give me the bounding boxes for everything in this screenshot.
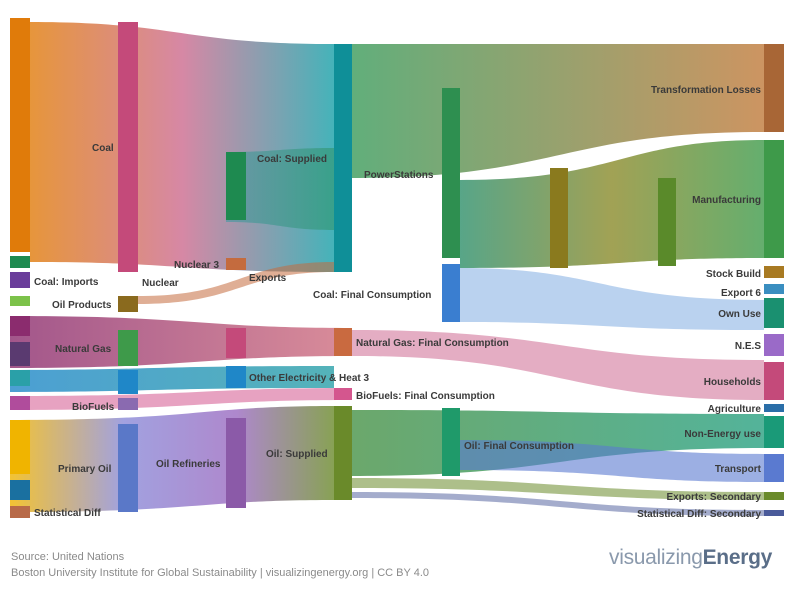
node-bar-exports-secondary [764,492,784,500]
label-statistical-diff-secondary: Statistical Diff: Secondary [637,509,761,520]
link-oil-to-exports-secondary [352,478,764,500]
node-bar-power-stations [442,88,460,258]
sankey-chart: Coal Coal: Imports Oil Products Natural … [10,18,784,520]
node-bar-oil-supplied [226,418,246,508]
label-households: Households [704,377,762,388]
link-supplied-to-powerstations [226,148,334,230]
node-bar-own-use [764,298,784,328]
link-powerstations-to-manufacturing [460,140,764,268]
label-exports: Exports [249,273,287,284]
label-transport: Transport [715,464,762,475]
node-bar-coal-final [442,264,460,322]
label-agriculture: Agriculture [708,404,762,415]
node-bar-coal-supplied-main [334,44,352,272]
node-bar-manufacturing [764,140,784,258]
label-coal-supplied: Coal: Supplied [257,154,327,165]
label-primary-oil: Primary Oil [58,464,112,475]
label-statistical-diff: Statistical Diff [34,508,101,519]
node-bar-col3-gas [226,328,246,358]
link-oil-chain [10,406,334,512]
node-bar-transport [764,454,784,482]
link-nuclear [138,262,334,304]
node-bar-coal-imports [10,256,30,268]
node-bar-coal-supplied [226,152,246,220]
node-bar-transform-a [550,168,568,268]
label-non-energy-use: Non-Energy use [684,429,761,440]
node-bar-nuclear [118,296,138,312]
node-bar-col2-gas [118,330,138,366]
node-bar-oil-refineries [118,424,138,512]
node-bar-natural-gas [10,316,30,336]
nodes-layer [10,18,784,518]
node-bar-agriculture [764,404,784,412]
link-statistical-diff-secondary [352,492,764,516]
node-bar-transform-b [658,178,676,266]
label-oil-products: Oil Products [52,300,112,311]
credit-note: Boston University Institute for Global S… [11,567,430,579]
node-bar-biofuels [10,396,30,410]
label-oil-supplied: Oil: Supplied [266,449,328,460]
label-nuclear: Nuclear [142,278,179,289]
label-oil-final: Oil: Final Consumption [464,441,574,452]
node-bar-statistical-diff-secondary [764,510,784,516]
link-coal-final-spread [460,268,764,330]
node-bar-biofuels-final [334,388,352,400]
label-coal-imports: Coal: Imports [34,277,99,288]
node-bar-primary-oil [10,420,30,474]
brand-prefix: visualizing [609,546,703,569]
node-bar-nes [764,334,784,356]
link-electricity [10,366,334,392]
link-gas-to-households [352,330,764,400]
link-biofuels [10,388,352,410]
label-biofuels-final: BioFuels: Final Consumption [356,391,495,402]
node-bar-nuclear-3 [226,258,246,270]
node-bar-col2-elec [118,370,138,394]
node-bar-other-electricity [226,366,246,388]
brand-logo: visualizingEnergy [609,546,772,570]
node-bar-oil-final [442,408,460,476]
label-transformation-losses: Transformation Losses [651,85,761,96]
label-other-electricity: Other Electricity & Heat 3 [249,373,369,384]
link-gas-to-final [10,316,352,368]
node-bar-col2-bio [118,398,138,410]
label-coal: Coal [92,143,114,154]
label-oil-refineries: Oil Refineries [156,459,221,470]
label-manufacturing: Manufacturing [692,195,761,206]
node-bar-oil-final-supplied [334,406,352,500]
node-bar-stock-build [764,266,784,278]
link-oil-to-transport [460,440,764,482]
label-coal-final: Coal: Final Consumption [313,290,431,301]
node-bar-natural-gas-2 [10,342,30,366]
label-own-use: Own Use [718,309,761,320]
label-nes: N.E.S [735,341,761,352]
node-bar-export-6 [764,284,784,294]
footer: Source: United Nations Boston University… [11,549,429,581]
node-bar-col2-coal [118,22,138,272]
node-bar-natural-gas-final [334,328,352,356]
label-exports-secondary: Exports: Secondary [667,492,762,503]
label-stock-build: Stock Build [706,269,761,280]
node-bar-coal [10,18,30,252]
label-biofuels: BioFuels [72,402,115,413]
label-natural-gas: Natural Gas [55,344,112,355]
labels-layer: Coal Coal: Imports Oil Products Natural … [34,85,762,520]
label-natural-gas-final: Natural Gas: Final Consumption [356,338,509,349]
label-nuclear-3: Nuclear 3 [174,260,219,271]
node-bar-households [764,362,784,400]
node-bar-natural-gas-3 [10,370,30,386]
label-export-6: Export 6 [721,288,761,299]
node-bar-primary-oil-2 [10,480,30,500]
node-bar-coal-imports-2 [10,272,30,288]
brand-suffix: Energy [702,546,773,569]
node-bar-statistical-diff [10,506,30,518]
link-coal-to-supplied [30,22,334,272]
node-bar-non-energy-use [764,416,784,448]
label-power-stations: PowerStations [364,170,434,181]
node-bar-oil-products [10,296,30,306]
source-note: Source: United Nations [11,551,125,563]
node-bar-transformation-losses [764,44,784,132]
